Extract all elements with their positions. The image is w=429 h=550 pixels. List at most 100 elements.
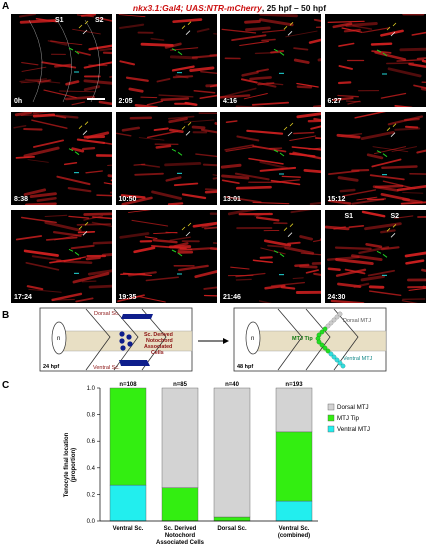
bar-segment-mtj-tip: [161, 487, 199, 522]
chevron-4: [277, 308, 303, 371]
timestamp-label: 6:27: [327, 98, 342, 105]
title-range: , 25 hpf – 50 hpf: [261, 3, 327, 13]
somite-label: S2: [390, 213, 400, 220]
mtj-cell: [334, 357, 340, 363]
panel-a-letter: A: [2, 1, 10, 12]
timelapse-frame: 21:46: [220, 210, 321, 303]
mtj-tip-cells: [315, 326, 331, 354]
mtj-cell: [334, 314, 340, 320]
mtj-tip-label: MTJ Tip: [292, 336, 313, 342]
mtj-cell: [319, 329, 325, 335]
assoc-label-3: Associated: [144, 344, 172, 350]
timelapse-frame: 24:30 S1 S2: [324, 210, 426, 303]
ventral-mtj-label: Ventral MTJ: [343, 356, 373, 362]
transition-arrow-head: [223, 338, 229, 344]
chevron-1: [85, 308, 111, 371]
schematic-diagram: n Dorsal Sc. Ventral Sc. Sc. Derived Not…: [39, 307, 387, 372]
dorsal-sc-label: Dorsal Sc.: [94, 311, 120, 317]
panel-c-letter: C: [2, 380, 10, 391]
timestamp-label: 8:38: [14, 196, 29, 203]
bar-segment-dorsal-mtj: [161, 387, 199, 488]
sc-cell: [126, 334, 132, 340]
category-label: Ventral Sc.: [113, 526, 144, 532]
mtj-cell: [331, 317, 337, 323]
bar-segment-dorsal-mtj: [275, 387, 313, 433]
sc-cell: [127, 341, 133, 347]
y-tick-label: 0.2: [87, 492, 96, 498]
panel-b-letter: B: [2, 310, 10, 321]
mtj-cell: [325, 348, 331, 354]
timestamp-label: 19:35: [118, 294, 137, 301]
timelapse-frame: 0h S1 S2: [11, 14, 112, 107]
dorsal-sclerotome-shape: [121, 314, 153, 319]
time-label-left: 24 hpf: [43, 364, 59, 370]
bar-segment-ventral-mtj: [109, 484, 147, 522]
somite-label: S1: [55, 17, 64, 24]
legend-swatch: [327, 403, 335, 411]
assoc-label-1: Sc. Derived: [144, 332, 173, 338]
legend-label: Dorsal MTJ: [337, 404, 369, 411]
y-axis-title: Tenocyte final location (proportion): [64, 432, 77, 497]
somite-label: S1: [344, 213, 354, 220]
category-label: Ventral Sc.: [279, 526, 310, 532]
timestamp-label: 21:46: [223, 294, 241, 301]
timestamp-label: 17:24: [14, 294, 32, 301]
bar-segment-mtj-tip: [109, 387, 147, 486]
timelapse-frame: 2:05: [115, 14, 217, 107]
category-label: (combined): [278, 533, 310, 539]
sc-cell: [119, 338, 125, 344]
dorsal-mtj-cells: [325, 311, 343, 329]
n-label: n=40: [225, 382, 240, 388]
y-axis-title-line-1: Tenocyte final location: [64, 432, 70, 497]
mtj-cell: [319, 342, 325, 348]
stacked-bar-chart: Tenocyte final location (proportion) 0.0…: [64, 382, 370, 546]
timelapse-frame: 15:12: [324, 112, 426, 205]
timelapse-frame: 6:27: [324, 14, 426, 107]
timelapse-frame: 10:50: [115, 112, 217, 205]
sc-cell: [119, 331, 125, 337]
category-label: Notochord: [165, 533, 196, 539]
timelapse-frame: 8:38: [11, 112, 112, 205]
mtj-cell: [328, 320, 334, 326]
notochord-label-left: n: [57, 336, 60, 342]
timelapse-frame: 17:24: [11, 210, 112, 303]
y-tick-label: 0.0: [87, 519, 96, 525]
y-tick-label: 0.6: [87, 439, 96, 445]
mtj-cell: [331, 354, 337, 360]
sc-derived-cells: [119, 331, 133, 351]
bar-segment-mtj-tip: [275, 431, 313, 502]
mtj-cell: [322, 326, 328, 332]
legend-label: Ventral MTJ: [337, 426, 370, 433]
somite-label: S2: [95, 17, 104, 24]
timestamp-label: 4:16: [223, 98, 238, 105]
n-label: n=85: [173, 382, 188, 388]
timelapse-frame: 4:16: [220, 14, 321, 107]
sc-cell: [120, 345, 126, 351]
panel-a-title: nkx3.1:Gal4; UAS:NTR-mCherry, 25 hpf – 5…: [30, 3, 429, 13]
timestamp-label: 24:30: [327, 294, 346, 301]
mtj-cell: [337, 360, 343, 366]
timestamp-label: 13:01: [223, 196, 241, 203]
notochord-ellipse-left: [51, 321, 67, 355]
timestamp-label: 0h: [14, 98, 23, 105]
chevron-6: [333, 308, 359, 371]
timelapse-grid: 0h S1 S2 2:05 4:16 6:27 8:38 10:50 13:01 15:12 17:…: [11, 14, 426, 304]
dorsal-mtj-label: Dorsal MTJ: [343, 318, 371, 324]
ventral-sclerotome-shape: [119, 360, 150, 366]
timestamp-label: 10:50: [118, 196, 137, 203]
assoc-label-4: Cells: [151, 350, 164, 356]
y-tick-label: 0.8: [87, 413, 96, 419]
bar-segment-ventral-mtj: [275, 500, 313, 522]
assoc-label-2: Notochord: [146, 338, 173, 344]
bar-segment-dorsal-mtj: [213, 387, 251, 518]
timestamp-label: 15:12: [327, 196, 346, 203]
chevron-5: [305, 308, 331, 371]
time-label-right: 48 hpf: [237, 364, 253, 370]
y-tick-label: 0.4: [87, 466, 96, 472]
y-tick-label: 1.0: [87, 386, 96, 392]
mtj-cell: [316, 339, 322, 345]
legend-label: MTJ Tip: [337, 415, 360, 422]
n-label: n=108: [119, 382, 137, 388]
timelapse-frame: 13:01: [220, 112, 321, 205]
n-label: n=193: [285, 382, 303, 388]
